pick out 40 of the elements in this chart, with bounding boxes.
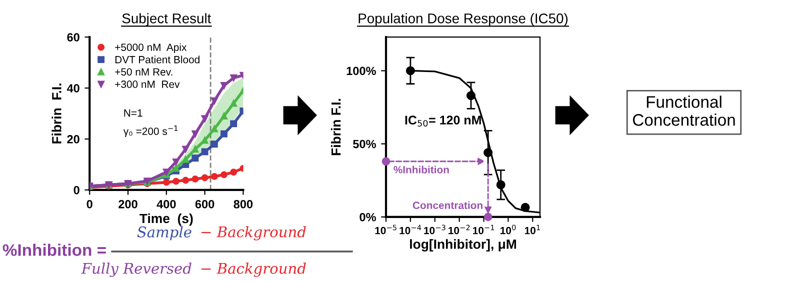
- y-tick-label: 20: [67, 135, 80, 144]
- legend-label: +5000 nM Apix: [115, 43, 187, 54]
- legend-label: +50 nM Rev.: [115, 68, 172, 76]
- x-axis-title: log[Inhibitor], μM: [410, 239, 516, 252]
- x-tick-label: 400: [156, 200, 176, 208]
- annotation: IC$_{50}$= 120 nM: [405, 116, 481, 127]
- y-axis-title: Fibrin F.I.: [52, 84, 62, 144]
- text: %Inhibition =: [2, 244, 106, 256]
- legend-label: +300 nM Rev: [115, 80, 180, 88]
- y-tick-label: 60: [67, 33, 80, 42]
- annotation: γ₀ =200 s$^{−1}$: [123, 126, 178, 138]
- x-tick-label: 10$^{0}$: [500, 224, 516, 234]
- annotation: %Inhibition: [394, 166, 449, 174]
- x-tick-label: 10$^{−4}$: [400, 224, 422, 234]
- x-tick-label: 800: [234, 200, 253, 208]
- y-tick-label: 100%: [346, 66, 376, 76]
- chart-title: Population Dose Response (IC50): [358, 13, 568, 26]
- text: Fully Reversed: [81, 262, 192, 277]
- x-tick-label: 600: [195, 200, 214, 208]
- x-tick-label: 10$^{−1}$: [473, 224, 494, 234]
- chart-title: Subject Result: [122, 13, 212, 26]
- x-tick-label: 10$^{−5}$: [375, 224, 396, 234]
- x-tick-label: 200: [118, 200, 138, 208]
- y-tick-label: 0%: [360, 212, 376, 222]
- text: − Background: [202, 262, 306, 277]
- x-axis-title: Time (s): [140, 213, 193, 226]
- y-tick-label: 50%: [353, 140, 376, 148]
- legend-label: DVT Patient Blood: [115, 56, 200, 64]
- x-tick-label: 10$^{−2}$: [448, 224, 470, 234]
- text: Functional Concentration: [632, 96, 735, 126]
- text: − Background: [202, 226, 306, 240]
- annotation: N=1: [124, 109, 142, 117]
- x-tick-label: 10$^{−3}$: [424, 224, 446, 234]
- y-tick-label: 40: [66, 84, 80, 92]
- x-tick-label: 0: [86, 200, 92, 208]
- text: Sample: [137, 226, 192, 240]
- y-tick-label: 0: [74, 186, 80, 194]
- y-axis-title: Fibrin F.I.: [331, 98, 341, 156]
- x-tick-label: 10$^{1}$: [524, 224, 540, 234]
- annotation: Concentration: [412, 201, 482, 210]
